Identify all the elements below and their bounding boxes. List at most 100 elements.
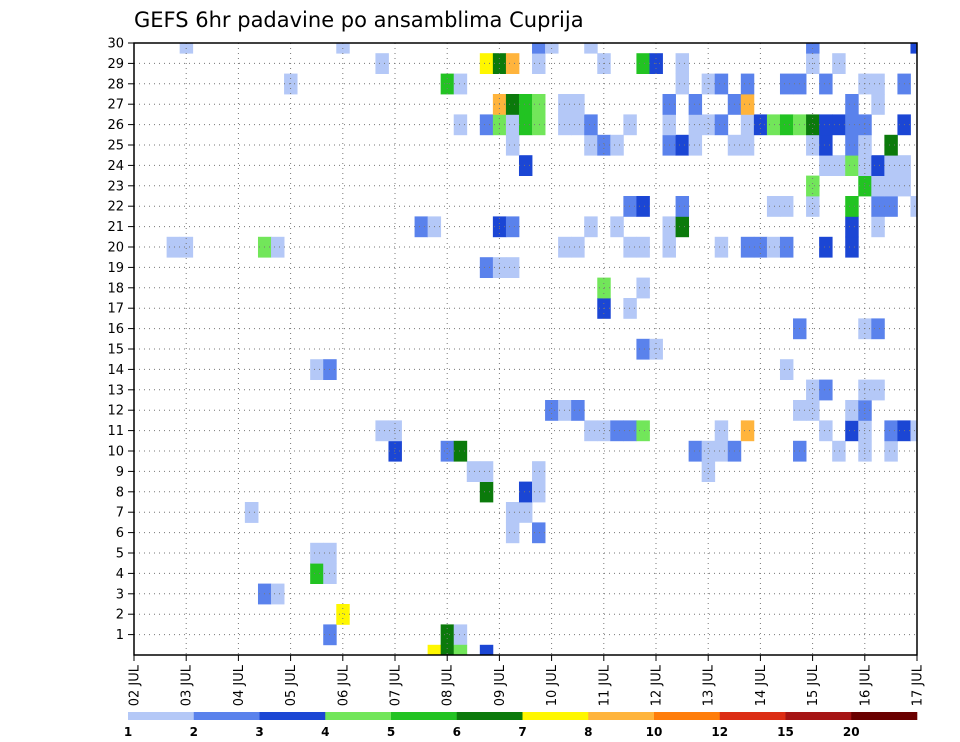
x-axis: 02 JUL 03 JUL 04 JUL 05 JUL 06 JUL 07 JUL 08 J… xyxy=(128,655,926,706)
heatmap-cell xyxy=(375,53,389,74)
colorbar-segment xyxy=(719,712,786,720)
y-tick-label: 18 xyxy=(107,281,124,296)
heatmap-cell xyxy=(675,216,690,238)
heatmap-cell xyxy=(766,236,781,258)
x-tick-label: 03 JUL xyxy=(180,664,195,706)
heatmap-cell xyxy=(766,114,781,136)
heatmap-cell xyxy=(453,73,468,95)
heatmap-cell xyxy=(714,236,729,258)
heatmap-cell xyxy=(388,420,402,442)
heatmap-cell xyxy=(610,134,624,156)
colorbar-label: 15 xyxy=(777,725,794,739)
heatmap-cell xyxy=(610,216,624,238)
heatmap-cell xyxy=(636,196,650,217)
heatmap-cell xyxy=(479,461,494,482)
heatmap-cell xyxy=(779,236,794,258)
heatmap-cell xyxy=(871,216,885,238)
heatmap-cell xyxy=(505,53,520,74)
heatmap-cell xyxy=(701,114,716,136)
colorbar-segment xyxy=(193,712,260,720)
heatmap-cell xyxy=(166,236,181,258)
heatmap-cell xyxy=(688,94,703,115)
heatmap-cell xyxy=(819,379,833,401)
x-tick-label: 04 JUL xyxy=(232,664,247,706)
colorbar-segment xyxy=(522,712,589,720)
heatmap-cell xyxy=(505,522,520,544)
heatmap-cell xyxy=(910,43,918,54)
heatmap-cell xyxy=(623,298,637,319)
heatmap-cell xyxy=(453,644,468,656)
y-axis: 1234567891011121314151617181920212223242… xyxy=(107,37,134,643)
heatmap-cell xyxy=(466,461,481,482)
heatmap-cell xyxy=(584,420,598,442)
y-tick-label: 6 xyxy=(116,526,124,541)
colorbar-segment xyxy=(128,712,195,720)
heatmap-cell xyxy=(871,155,885,176)
heatmap-cell xyxy=(845,400,859,421)
colorbar-segment xyxy=(785,712,852,720)
y-tick-label: 5 xyxy=(116,547,124,562)
y-tick-label: 30 xyxy=(107,37,124,52)
y-tick-label: 26 xyxy=(107,118,124,133)
heatmap-cell xyxy=(884,134,898,156)
heatmap-cell xyxy=(636,277,650,299)
heatmap-cell xyxy=(427,644,442,656)
heatmap-cell xyxy=(505,257,520,278)
heatmap-cell xyxy=(806,134,820,156)
heatmap-cell xyxy=(832,114,846,136)
y-tick-label: 12 xyxy=(107,404,124,419)
heatmap-cell xyxy=(806,196,820,217)
heatmap-cell xyxy=(819,236,833,258)
heatmap-cell xyxy=(871,196,885,217)
heatmap-cell xyxy=(884,196,898,217)
heatmap-cell xyxy=(675,53,690,74)
heatmap-cell xyxy=(479,257,494,278)
y-tick-label: 13 xyxy=(107,383,124,398)
heatmap-cell xyxy=(440,644,455,656)
heatmap-cell xyxy=(532,53,546,74)
heatmap-cell xyxy=(479,114,494,136)
y-tick-label: 29 xyxy=(107,57,124,72)
colorbar-segment xyxy=(851,712,918,720)
heatmap-cell xyxy=(479,481,494,503)
heatmap-cell xyxy=(753,236,768,258)
x-tick-label: 11 JUL xyxy=(597,664,612,706)
y-tick-label: 7 xyxy=(116,506,124,521)
heatmap-cell xyxy=(832,53,846,74)
y-tick-label: 22 xyxy=(107,200,124,215)
colorbar-label: 5 xyxy=(387,725,395,739)
x-tick-label: 10 JUL xyxy=(545,664,560,706)
heatmap-cell xyxy=(623,114,637,136)
heatmap-cell xyxy=(505,216,520,238)
colorbar-segment xyxy=(456,712,523,720)
heatmap-cell xyxy=(532,522,546,544)
heatmap-cell xyxy=(623,196,637,217)
heatmap-cell xyxy=(649,338,663,360)
heatmap-cell xyxy=(819,420,833,442)
heatmap-cell xyxy=(701,440,716,462)
heatmap-cell xyxy=(675,73,690,95)
heatmap-cell xyxy=(871,73,885,95)
y-tick-label: 21 xyxy=(107,220,124,235)
heatmap-cell xyxy=(388,440,402,462)
heatmap-cell xyxy=(740,134,755,156)
heatmap-cell xyxy=(688,440,703,462)
heatmap-cell xyxy=(532,114,546,136)
heatmap-cell xyxy=(806,175,820,197)
heatmap-cell xyxy=(532,481,546,503)
colorbar-label: 12 xyxy=(711,725,728,739)
heatmap-cell xyxy=(271,236,285,258)
heatmap-cell xyxy=(845,155,859,176)
heatmap-cell xyxy=(740,73,755,95)
heatmap-cell xyxy=(884,440,898,462)
y-tick-label: 10 xyxy=(107,445,124,460)
y-tick-label: 20 xyxy=(107,241,124,256)
heatmap-cell xyxy=(440,440,455,462)
heatmap-cell xyxy=(518,94,533,115)
heatmap-cell xyxy=(806,379,820,401)
x-tick-label: 17 JUL xyxy=(911,664,926,706)
heatmap-cell xyxy=(740,236,755,258)
x-tick-label: 09 JUL xyxy=(493,664,508,706)
y-tick-label: 3 xyxy=(116,587,124,602)
